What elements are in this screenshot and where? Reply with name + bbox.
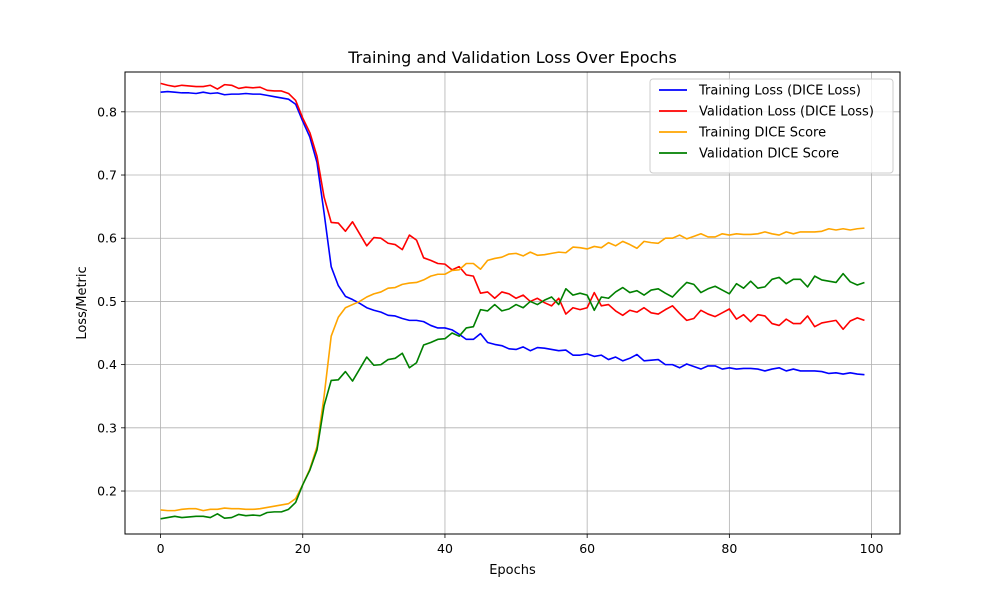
x-tick-label: 20 [295, 541, 311, 556]
legend: Training Loss (DICE Loss) Validation Loss… [649, 78, 894, 174]
axis-ticks: 0 20 40 60 80 100 0.2 0.3 0.4 0.5 0.6 0.7 0.8 [97, 104, 883, 556]
x-tick-label: 40 [437, 541, 453, 556]
legend-label: Validation Loss (DICE Loss) [699, 105, 874, 120]
series-line-validation-dice-score [160, 272, 865, 520]
y-tick-label: 0.6 [97, 231, 117, 246]
x-tick-label: 0 [157, 541, 165, 556]
legend-label: Training Loss (DICE Loss) [698, 84, 861, 99]
series-line-training-loss-dice-loss [160, 90, 865, 376]
chart-title: Training and Validation Loss Over Epochs [347, 48, 677, 67]
y-tick-label: 0.2 [97, 484, 117, 499]
grid [125, 72, 900, 534]
y-tick-label: 0.4 [97, 357, 117, 372]
series-line-validation-loss-dice-loss [160, 82, 865, 331]
y-tick-label: 0.5 [97, 294, 117, 309]
x-axis-label: Epochs [489, 563, 536, 578]
series-line-training-dice-score [160, 227, 865, 512]
x-tick-label: 100 [860, 541, 884, 556]
x-tick-label: 80 [721, 541, 737, 556]
y-axis-label: Loss/Metric [75, 266, 90, 339]
series-lines [160, 82, 865, 520]
y-tick-label: 0.7 [97, 168, 117, 183]
y-tick-label: 0.3 [97, 420, 117, 435]
plot-frame [124, 71, 901, 535]
legend-box [649, 78, 894, 174]
legend-label: Training DICE Score [698, 126, 826, 141]
legend-label: Validation DICE Score [699, 147, 839, 162]
x-tick-label: 60 [579, 541, 595, 556]
y-tick-label: 0.8 [97, 104, 117, 119]
